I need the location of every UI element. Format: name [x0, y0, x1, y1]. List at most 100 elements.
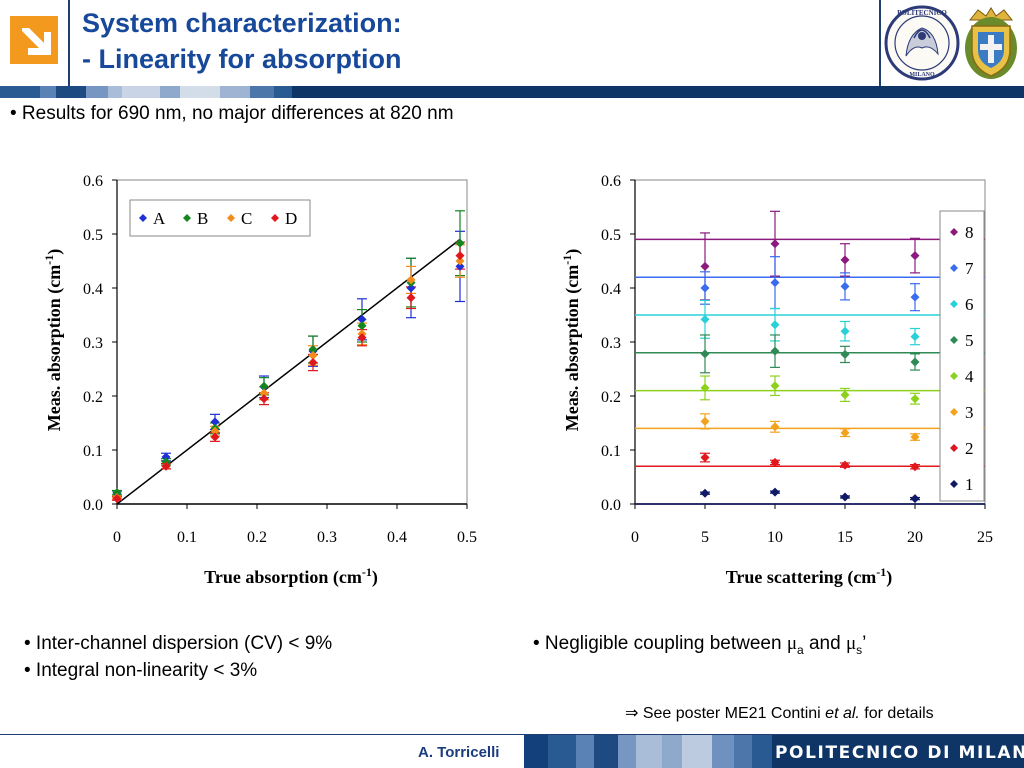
data-point-D	[161, 461, 171, 471]
legend-marker-4	[950, 372, 958, 380]
legend-label-3: 3	[965, 403, 974, 422]
data-point-1	[910, 494, 920, 504]
footer-line	[0, 734, 1024, 735]
data-point-A	[455, 261, 465, 271]
data-point-3	[770, 422, 780, 432]
data-point-A	[357, 314, 367, 324]
x-tick-label: 0.1	[177, 529, 197, 546]
data-point-A	[210, 417, 220, 427]
data-point-4	[840, 390, 850, 400]
legend-label-4: 4	[965, 367, 974, 386]
data-point-C	[308, 351, 318, 360]
crest-divider	[879, 0, 881, 86]
see-details-text: for details	[859, 705, 934, 722]
data-point-D	[210, 432, 220, 442]
legend-label-5: 5	[965, 331, 974, 350]
legend-marker-8	[950, 228, 958, 236]
chart-coupling: 0.0 0.1 0.2 0.3 0.4 0.5 0.6 0 5 10 15 20 25 8 7 6 5 4 3 2 1…	[560, 173, 993, 588]
see-poster-note: ⇒ See poster ME21 Contini et al. for det…	[625, 703, 934, 723]
legend-label-1: 1	[965, 475, 974, 494]
legend-marker-2	[950, 444, 958, 452]
data-point-5	[700, 349, 710, 359]
slide-title-line2: - Linearity for absorption	[82, 44, 402, 74]
data-point-2	[910, 462, 920, 472]
data-point-C	[455, 256, 465, 266]
data-point-4	[700, 383, 710, 393]
data-point-7	[700, 283, 710, 293]
milano-shield-icon	[965, 7, 1017, 79]
data-point-5	[770, 346, 780, 356]
y-tick-label: 0.5	[601, 227, 621, 244]
y-tick-label: 0.6	[83, 173, 103, 190]
y-tick-label: 0.4	[601, 281, 621, 298]
x-tick-label: 0.4	[387, 529, 407, 546]
x-tick-label: 0	[113, 529, 121, 546]
slide-header: System characterization: - Linearity for…	[0, 0, 1024, 86]
data-point-7	[770, 278, 780, 288]
et-al-text: et al.	[825, 705, 860, 722]
data-point-4	[770, 381, 780, 391]
data-point-1	[770, 487, 780, 497]
see-poster-text: See poster ME21 Contini	[638, 705, 826, 722]
data-point-2	[770, 457, 780, 467]
legend-label-A: A	[153, 209, 166, 228]
bullet-coupling-and: and	[803, 633, 846, 654]
data-point-8	[910, 251, 920, 261]
x-tick-label: 0.5	[457, 529, 477, 546]
data-point-B	[308, 345, 318, 355]
y-tick-label: 0.3	[601, 335, 621, 352]
x-tick-label: 25	[977, 529, 993, 546]
x-tick-label: 0.3	[317, 529, 337, 546]
y-axis-label: Meas. absorption (cm-1)	[42, 249, 65, 431]
data-point-6	[840, 326, 850, 336]
legend-marker-B	[183, 214, 191, 222]
data-point-4	[910, 394, 920, 404]
legend-box	[939, 210, 985, 502]
x-tick-label: 5	[701, 529, 709, 546]
data-point-A	[161, 452, 171, 462]
legend-marker-5	[950, 336, 958, 344]
x-tick-label: 20	[907, 529, 923, 546]
y-tick-label: 0.0	[83, 497, 103, 514]
mu-symbol: μ	[845, 633, 857, 654]
mu-sub-s: s	[856, 642, 863, 657]
y-tick-label: 0.1	[601, 443, 621, 460]
bullet-results: • Results for 690 nm, no major differenc…	[10, 103, 454, 124]
data-point-D	[406, 293, 416, 303]
arrow-logo-icon	[0, 0, 68, 86]
prime-mark: ’	[862, 633, 867, 654]
legend-marker-6	[950, 300, 958, 308]
x-axis-label: True scattering (cm-1)	[726, 565, 893, 588]
chart-linearity: 0.0 0.1 0.2 0.3 0.4 0.5 0.6 0 0.1 0.2 0.3 0.4 0.5 A B…	[42, 173, 477, 588]
data-point-1	[700, 488, 710, 498]
data-point-A	[406, 283, 416, 293]
politecnico-crest-icon: POLITECNICO MILANO	[884, 5, 960, 81]
x-tick-label: 0	[631, 529, 639, 546]
footer-brand: POLITECNICO DI MILANO	[775, 743, 1024, 763]
data-point-D	[455, 251, 465, 261]
data-point-C	[406, 275, 416, 285]
data-point-8	[770, 239, 780, 249]
data-point-B	[259, 381, 269, 391]
legend-label-D: D	[285, 209, 297, 228]
data-point-C	[210, 426, 220, 436]
data-point-D	[357, 333, 367, 343]
x-axis-label: True absorption (cm-1)	[204, 565, 378, 588]
y-tick-label: 0.2	[83, 389, 103, 406]
legend-label-2: 2	[965, 439, 974, 458]
legend-label-B: B	[197, 209, 208, 228]
mu-symbol: μ	[786, 633, 798, 654]
data-point-6	[770, 320, 780, 330]
y-tick-label: 0.1	[83, 443, 103, 460]
y-tick-label: 0.4	[83, 281, 103, 298]
data-point-2	[700, 453, 710, 463]
legend-label-C: C	[241, 209, 252, 228]
data-point-C	[259, 388, 269, 398]
y-axis-label: Meas. absorption (cm-1)	[560, 249, 583, 431]
slide-title-line1: System characterization:	[82, 8, 402, 38]
data-point-6	[910, 332, 920, 342]
y-tick-label: 0.3	[83, 335, 103, 352]
legend-marker-C	[227, 214, 235, 222]
data-point-1	[840, 492, 850, 502]
data-point-3	[910, 432, 920, 442]
